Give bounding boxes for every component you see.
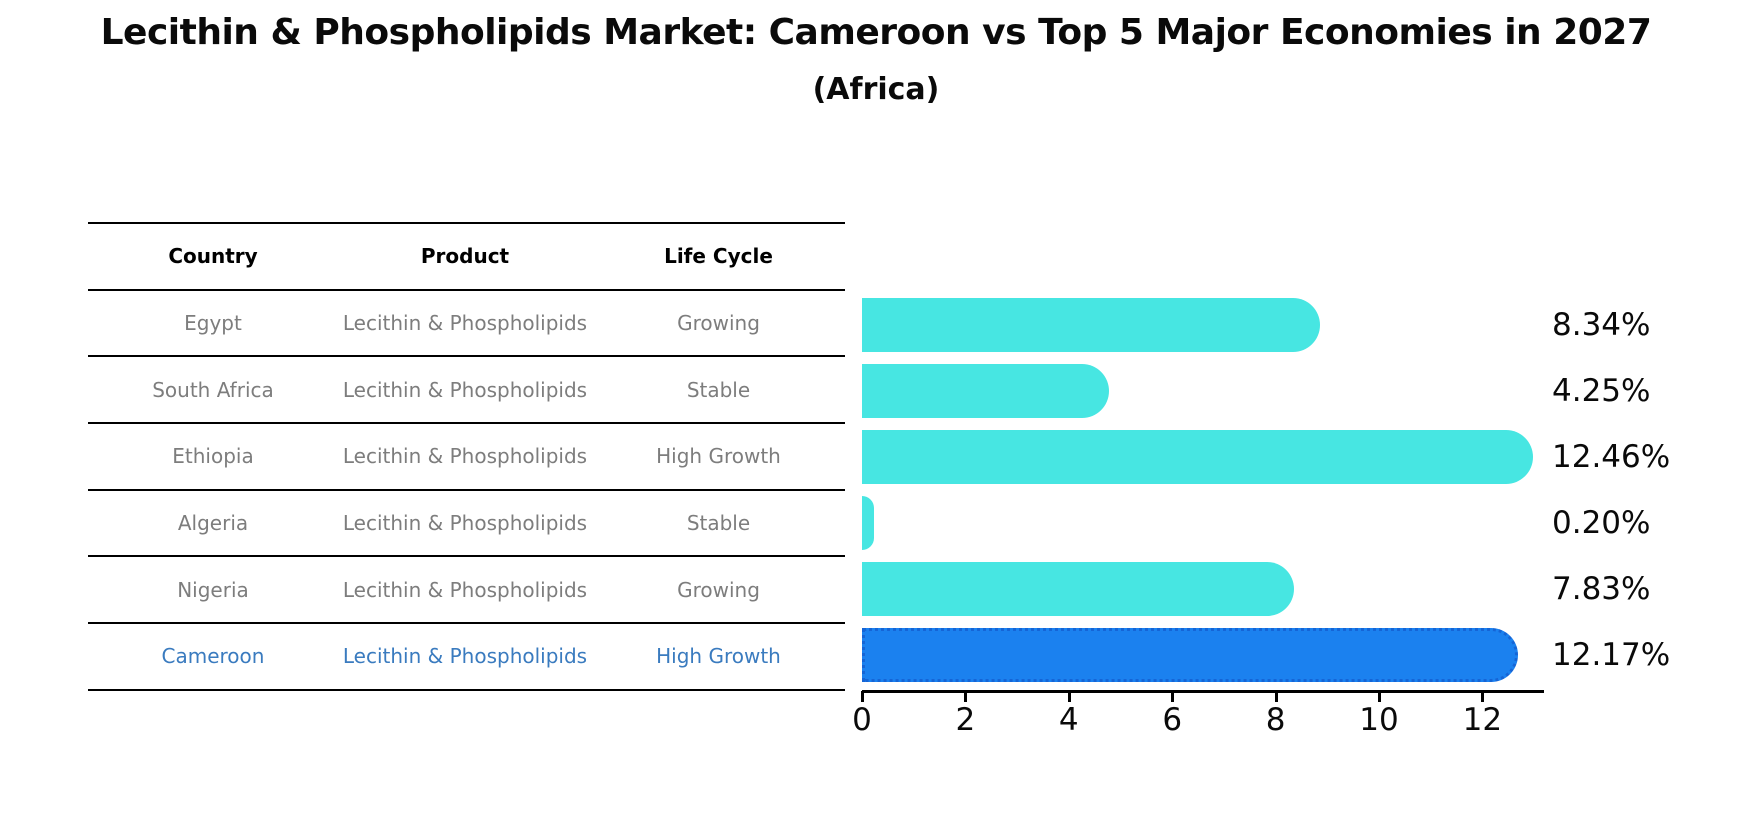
bar-nigeria [862, 562, 1294, 616]
cell-life-cycle: Growing [677, 577, 760, 602]
cell-product: Lecithin & Phospholipids [342, 311, 588, 336]
value-label-south-africa: 4.25% [1552, 373, 1651, 409]
cell-country: Cameroon [161, 644, 265, 669]
table-row-ethiopia: Ethiopia Lecithin & Phospholipids High G… [88, 424, 845, 491]
bar-egypt [862, 298, 1321, 352]
x-axis-tick [1378, 691, 1381, 702]
cell-product: Lecithin & Phospholipids [342, 577, 588, 602]
cell-product: Lecithin & Phospholipids [342, 511, 588, 536]
chart-subtitle: (Africa) [812, 72, 940, 107]
country-table: Country Product Life Cycle Egypt Lecithi… [88, 222, 845, 691]
cell-country: South Africa [152, 377, 274, 402]
value-label-algeria: 0.20% [1552, 505, 1651, 541]
x-axis-tick-label: 12 [1462, 702, 1503, 738]
cell-life-cycle: High Growth [656, 644, 781, 669]
cell-life-cycle: Stable [686, 377, 751, 402]
x-axis-tick [964, 691, 968, 702]
column-header-product: Product [420, 244, 510, 269]
cell-life-cycle: Growing [677, 311, 760, 336]
bar-ethiopia [862, 430, 1534, 484]
table-row-south-africa: South Africa Lecithin & Phospholipids St… [88, 357, 845, 425]
x-axis-line [862, 690, 1544, 693]
table-row-algeria: Algeria Lecithin & Phospholipids Stable [88, 491, 845, 558]
x-axis-tick-label: 4 [1058, 702, 1079, 738]
cell-life-cycle: High Growth [656, 444, 781, 469]
table-row-egypt: Egypt Lecithin & Phospholipids Growing [88, 291, 845, 358]
cell-product: Lecithin & Phospholipids [342, 444, 588, 469]
table-row-nigeria: Nigeria Lecithin & Phospholipids Growing [88, 557, 845, 625]
cell-life-cycle: Stable [686, 511, 751, 536]
column-header-life-cycle: Life Cycle [664, 244, 773, 269]
value-label-nigeria: 7.83% [1552, 571, 1651, 607]
cell-country: Egypt [184, 311, 242, 336]
bar-south-africa [862, 364, 1109, 418]
chart-title: Lecithin & Phospholipids Market: Cameroo… [100, 12, 1652, 53]
x-axis-tick [861, 691, 864, 702]
bar-cameroon [862, 628, 1519, 682]
cell-product: Lecithin & Phospholipids [342, 377, 588, 402]
x-axis-tick-label: 6 [1162, 702, 1183, 738]
cell-country: Algeria [177, 511, 249, 536]
table-header-row: Country Product Life Cycle [88, 224, 845, 291]
bar-algeria [862, 496, 875, 550]
x-axis-tick-label: 2 [955, 702, 976, 738]
x-axis-tick-label: 10 [1359, 702, 1399, 738]
cell-product: Lecithin & Phospholipids [342, 644, 588, 669]
x-axis-tick-label: 8 [1265, 702, 1286, 738]
value-label-ethiopia: 12.46% [1552, 439, 1671, 475]
x-axis-tick [1481, 691, 1485, 702]
cell-country: Ethiopia [172, 444, 254, 469]
cell-country: Nigeria [177, 577, 249, 602]
table-row-cameroon: Cameroon Lecithin & Phospholipids High G… [88, 624, 845, 691]
x-axis-tick-label: 0 [852, 702, 872, 738]
value-label-cameroon: 12.17% [1552, 637, 1671, 673]
x-axis-tick [1171, 691, 1175, 702]
column-header-country: Country [168, 244, 258, 269]
x-axis-tick [1067, 691, 1071, 702]
value-label-egypt: 8.34% [1552, 307, 1651, 343]
x-axis-tick [1274, 691, 1278, 702]
